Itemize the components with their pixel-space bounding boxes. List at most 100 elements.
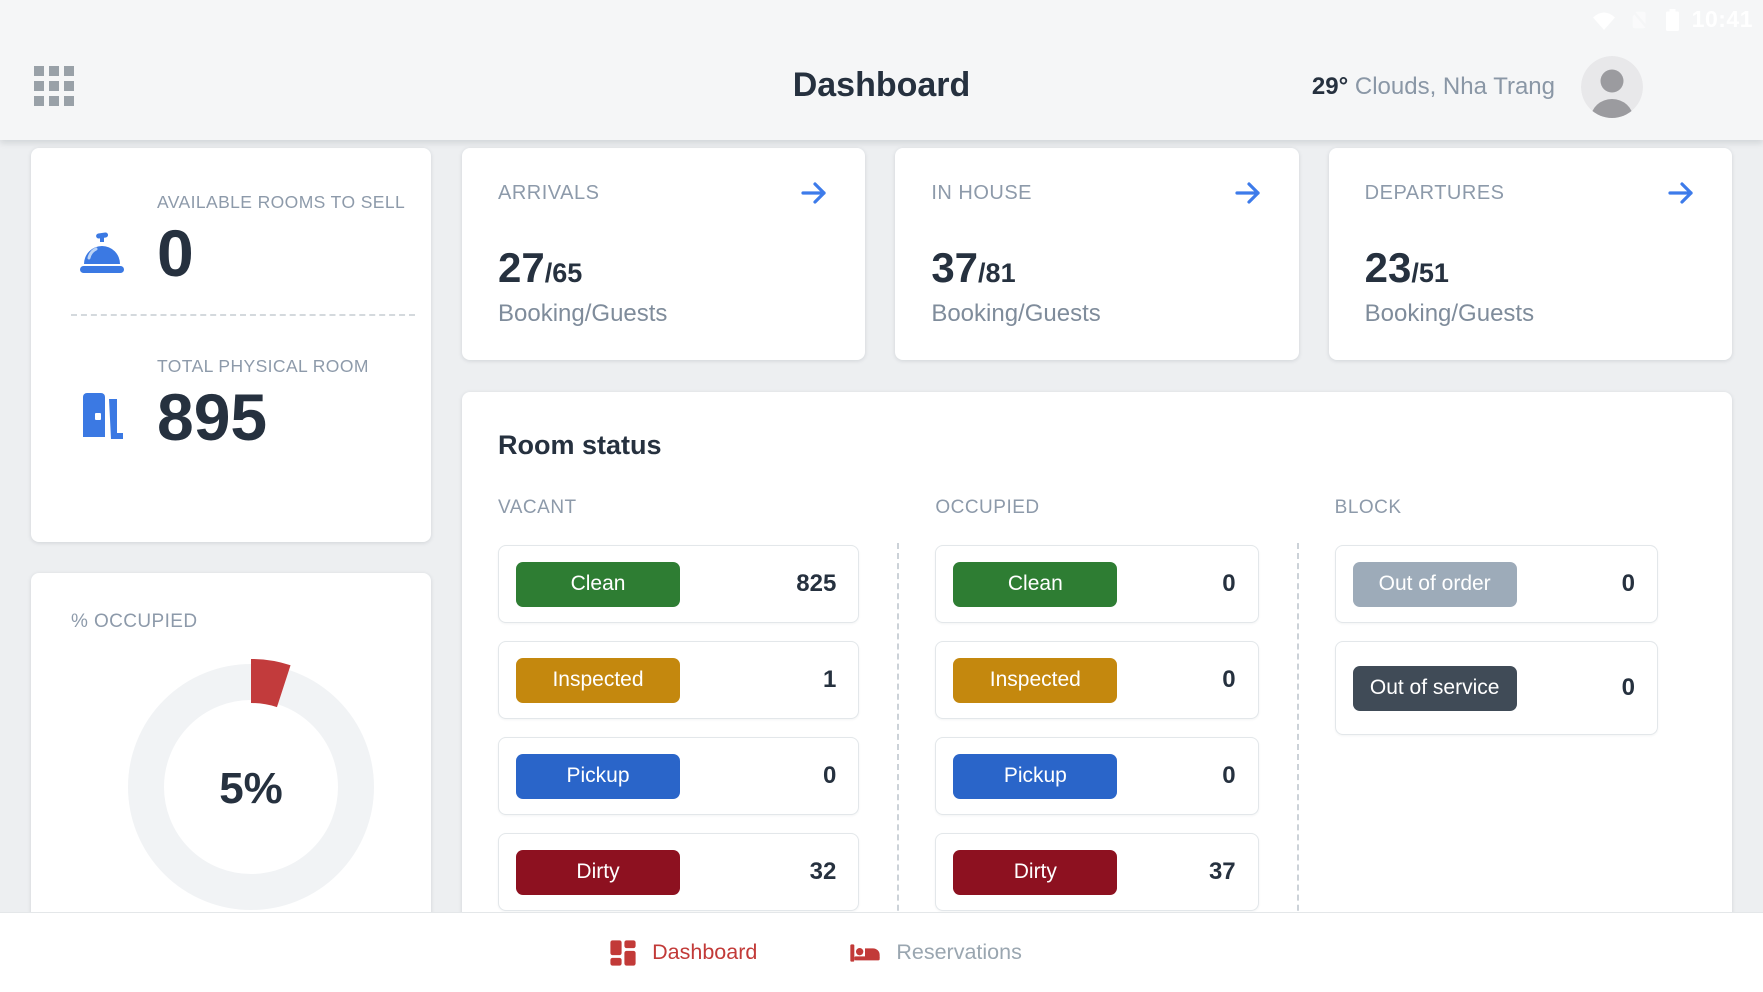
room-status-count: 0 (1222, 666, 1236, 693)
room-status-row-block-out-of-service[interactable]: Out of service 0 (1334, 641, 1658, 735)
weather-desc: Clouds, Nha Trang (1348, 72, 1555, 100)
room-status-title: Room status (498, 430, 662, 460)
clock: 10:41 (1691, 6, 1753, 32)
room-status-count: 32 (809, 858, 837, 885)
total-rooms-label: TOTAL PHYSICAL ROOM (157, 356, 369, 377)
out-of-service-badge: Out of service (1352, 665, 1517, 711)
available-rooms-label: AVAILABLE ROOMS TO SELL (157, 192, 406, 212)
stat-card-sublabel: Booking/Guests (931, 300, 1101, 327)
stat-card-sublabel: Booking/Guests (498, 300, 668, 327)
clean-badge: Clean (953, 561, 1118, 607)
column-header: BLOCK (1334, 497, 1402, 518)
inspected-badge: Inspected (516, 657, 680, 703)
room-status-row-vacant-pickup[interactable]: Pickup 0 (498, 737, 860, 815)
departures-open-arrow-button[interactable] (1664, 178, 1698, 208)
room-status-row-vacant-clean[interactable]: Clean 825 (498, 545, 860, 623)
room-status-row-vacant-inspected[interactable]: Inspected 1 (498, 641, 860, 719)
dashboard-icon (610, 939, 636, 966)
arrow-right-icon (1235, 182, 1260, 204)
room-status-row-occupied-clean[interactable]: Clean 0 (935, 545, 1259, 623)
room-status-count: 0 (1621, 674, 1635, 701)
app-grid-menu-button[interactable] (31, 64, 77, 110)
column-rows: Clean 825 Inspected 1 Pickup 0 Dirty 32 (498, 545, 860, 911)
bottom-nav: Dashboard Reservations (0, 912, 1763, 992)
column-header: VACANT (498, 497, 577, 518)
nav-item-label: Reservations (896, 940, 1022, 964)
room-status-count: 1 (822, 666, 837, 693)
nav-item-label: Dashboard (652, 940, 758, 964)
page-title: Dashboard (792, 65, 971, 104)
stat-card-numbers: 27/65 (498, 244, 831, 292)
stat-card-numbers: 37/81 (931, 244, 1264, 292)
left-column: AVAILABLE ROOMS TO SELL 0 (31, 148, 431, 992)
total-rooms-value: 895 (157, 380, 268, 455)
stat-card-label: IN HOUSE (931, 181, 1033, 204)
room-status-row-occupied-dirty[interactable]: Dirty 37 (935, 833, 1259, 911)
stat-card-in-house: IN HOUSE 37/81 Booking/Guests (895, 148, 1299, 360)
room-status-column-block: BLOCK Out of order 0 Out of service 0 (1296, 497, 1696, 971)
occupied-label: % OCCUPIED (71, 610, 198, 632)
divider (71, 314, 415, 317)
available-rooms-metric: AVAILABLE ROOMS TO SELL 0 (31, 152, 431, 288)
stat-card-value: 27 (498, 244, 545, 291)
no-sim-icon (1629, 9, 1653, 31)
column-rows: Clean 0 Inspected 0 Pickup 0 Dirty 37 (935, 545, 1259, 911)
user-avatar-icon (1581, 55, 1643, 118)
arrow-right-icon (1668, 182, 1693, 204)
room-status-row-vacant-dirty[interactable]: Dirty 32 (498, 833, 860, 911)
stat-card-numbers: 23/51 (1365, 244, 1698, 292)
battery-icon (1665, 8, 1680, 32)
stat-card-departures: DEPARTURES 23/51 Booking/Guests (1328, 148, 1732, 360)
occupied-donut-chart: 5% (121, 657, 381, 922)
stat-card-label: ARRIVALS (498, 181, 600, 204)
weather-temp: 29° (1311, 72, 1349, 100)
room-status-count: 0 (1621, 570, 1635, 597)
arrow-right-icon (801, 182, 826, 204)
avatar[interactable] (1581, 55, 1643, 118)
room-status-column-occupied: OCCUPIED Clean 0 Inspected 0 Pickup 0 Dirty 37 (897, 497, 1296, 971)
nav-item-reservations[interactable]: Reservations (849, 940, 1022, 966)
arrivals-open-arrow-button[interactable] (797, 178, 831, 208)
column-header: OCCUPIED (935, 497, 1040, 518)
stat-card-arrivals: ARRIVALS 27/65 Booking/Guests (462, 148, 866, 360)
main-column: ARRIVALS 27/65 Booking/Guests IN HOUSE 37/81… (462, 148, 1732, 992)
room-status-row-occupied-inspected[interactable]: Inspected 0 (935, 641, 1259, 719)
occupied-percent-value: 5% (219, 764, 283, 813)
top-bar: 10:41 Dashboard 29° Clouds, Nha Trang (0, 0, 1763, 140)
room-status-count: 0 (1222, 762, 1236, 789)
dirty-badge: Dirty (516, 849, 680, 895)
stat-card-row: ARRIVALS 27/65 Booking/Guests IN HOUSE 37/81… (462, 148, 1732, 360)
stat-card-value: 37 (931, 244, 979, 291)
reservations-icon (850, 943, 881, 962)
nav-item-dashboard[interactable]: Dashboard (609, 939, 757, 967)
pickup-badge: Pickup (953, 753, 1118, 799)
stat-card-total: /81 (978, 258, 1016, 288)
wifi-icon (1591, 9, 1617, 31)
room-status-columns: VACANT Clean 825 Inspected 1 Pickup 0 Dirty 32 OC… (498, 497, 1696, 971)
out-of-order-badge: Out of order (1352, 561, 1517, 607)
stat-card-sublabel: Booking/Guests (1364, 300, 1535, 327)
inspected-badge: Inspected (953, 657, 1118, 703)
in-house-open-arrow-button[interactable] (1231, 178, 1265, 208)
bell-icon (73, 192, 131, 288)
rooms-summary-card: AVAILABLE ROOMS TO SELL 0 (31, 148, 431, 542)
column-rows: Out of order 0 Out of service 0 (1334, 545, 1658, 735)
stat-card-total: /65 (544, 258, 583, 288)
available-rooms-value: 0 (157, 216, 194, 290)
room-status-column-vacant: VACANT Clean 825 Inspected 1 Pickup 0 Dirty 32 (498, 497, 897, 911)
room-status-count: 37 (1208, 858, 1236, 885)
stat-card-value: 23 (1364, 244, 1412, 291)
content: AVAILABLE ROOMS TO SELL 0 (0, 140, 1763, 992)
pickup-badge: Pickup (516, 753, 680, 799)
dirty-badge: Dirty (953, 849, 1118, 895)
door-icon (73, 356, 131, 452)
room-status-card: Room status VACANT Clean 825 Inspected 1 Pick… (462, 392, 1732, 992)
status-bar: 10:41 (0, 0, 1763, 33)
room-status-row-block-out-of-order[interactable]: Out of order 0 (1334, 545, 1658, 623)
room-status-row-occupied-pickup[interactable]: Pickup 0 (935, 737, 1259, 815)
stat-card-label: DEPARTURES (1364, 181, 1505, 204)
header: Dashboard 29° Clouds, Nha Trang (0, 33, 1763, 140)
room-status-count: 0 (1222, 570, 1236, 597)
clean-badge: Clean (516, 561, 680, 607)
total-rooms-metric: TOTAL PHYSICAL ROOM 895 (31, 316, 431, 452)
